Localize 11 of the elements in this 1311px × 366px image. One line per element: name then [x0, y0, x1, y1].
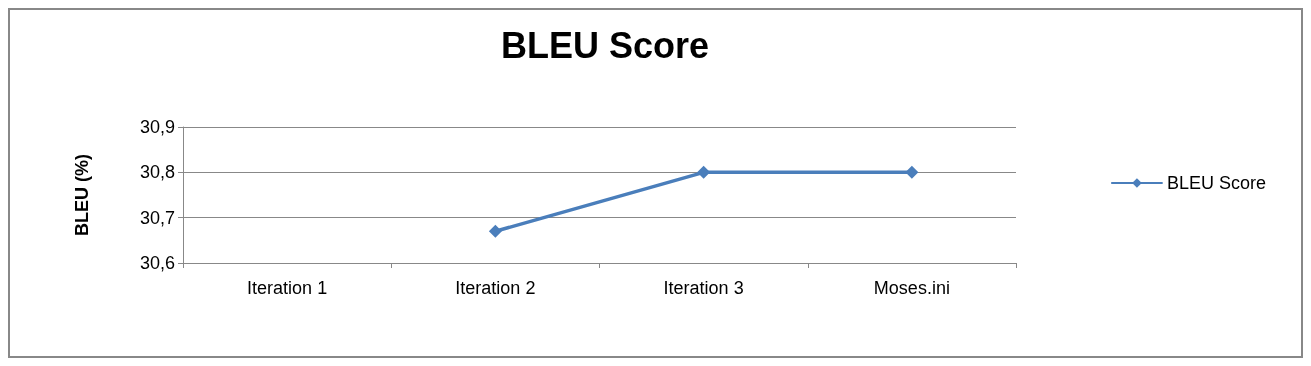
x-tick-label: Iteration 2 — [455, 278, 536, 298]
x-tick-label: Moses.ini — [873, 278, 950, 298]
y-axis-title: BLEU (%) — [72, 154, 92, 236]
x-tick-label: Iteration 3 — [663, 278, 744, 298]
x-tick-label: Iteration 1 — [247, 278, 328, 298]
legend-label: BLEU Score — [1166, 173, 1266, 193]
y-tick-label: 30,6 — [139, 253, 175, 273]
chart-title: BLEU Score — [500, 24, 710, 66]
y-tick-label: 30,9 — [139, 117, 175, 137]
y-tick-label: 30,7 — [139, 207, 175, 228]
y-tick-label: 30,8 — [139, 162, 175, 183]
